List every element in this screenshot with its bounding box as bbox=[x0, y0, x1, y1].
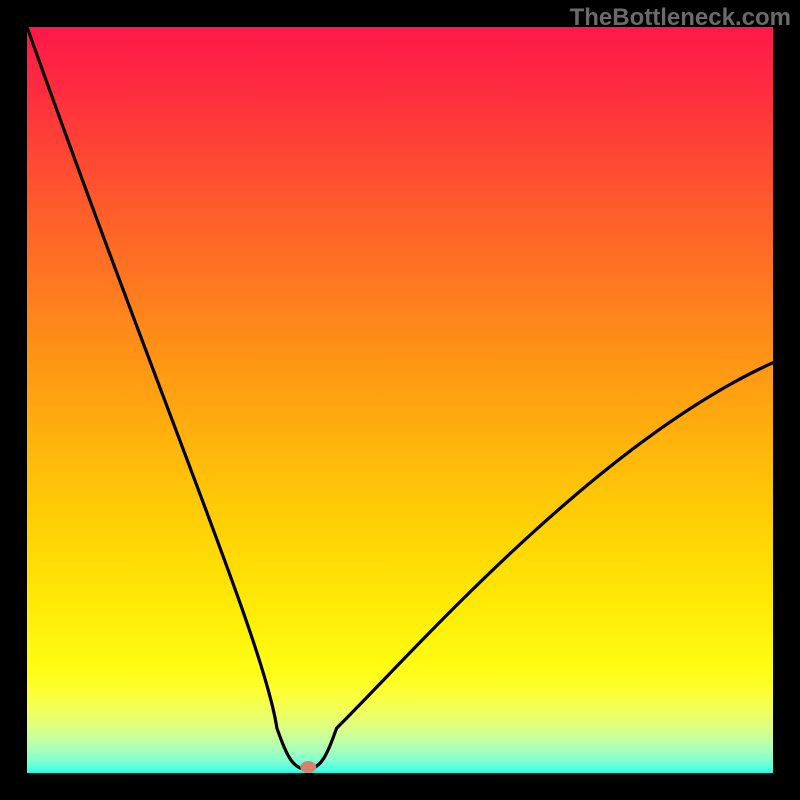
optimal-point-marker bbox=[300, 761, 316, 773]
bottleneck-chart bbox=[0, 0, 800, 800]
watermark-text: TheBottleneck.com bbox=[570, 4, 791, 32]
